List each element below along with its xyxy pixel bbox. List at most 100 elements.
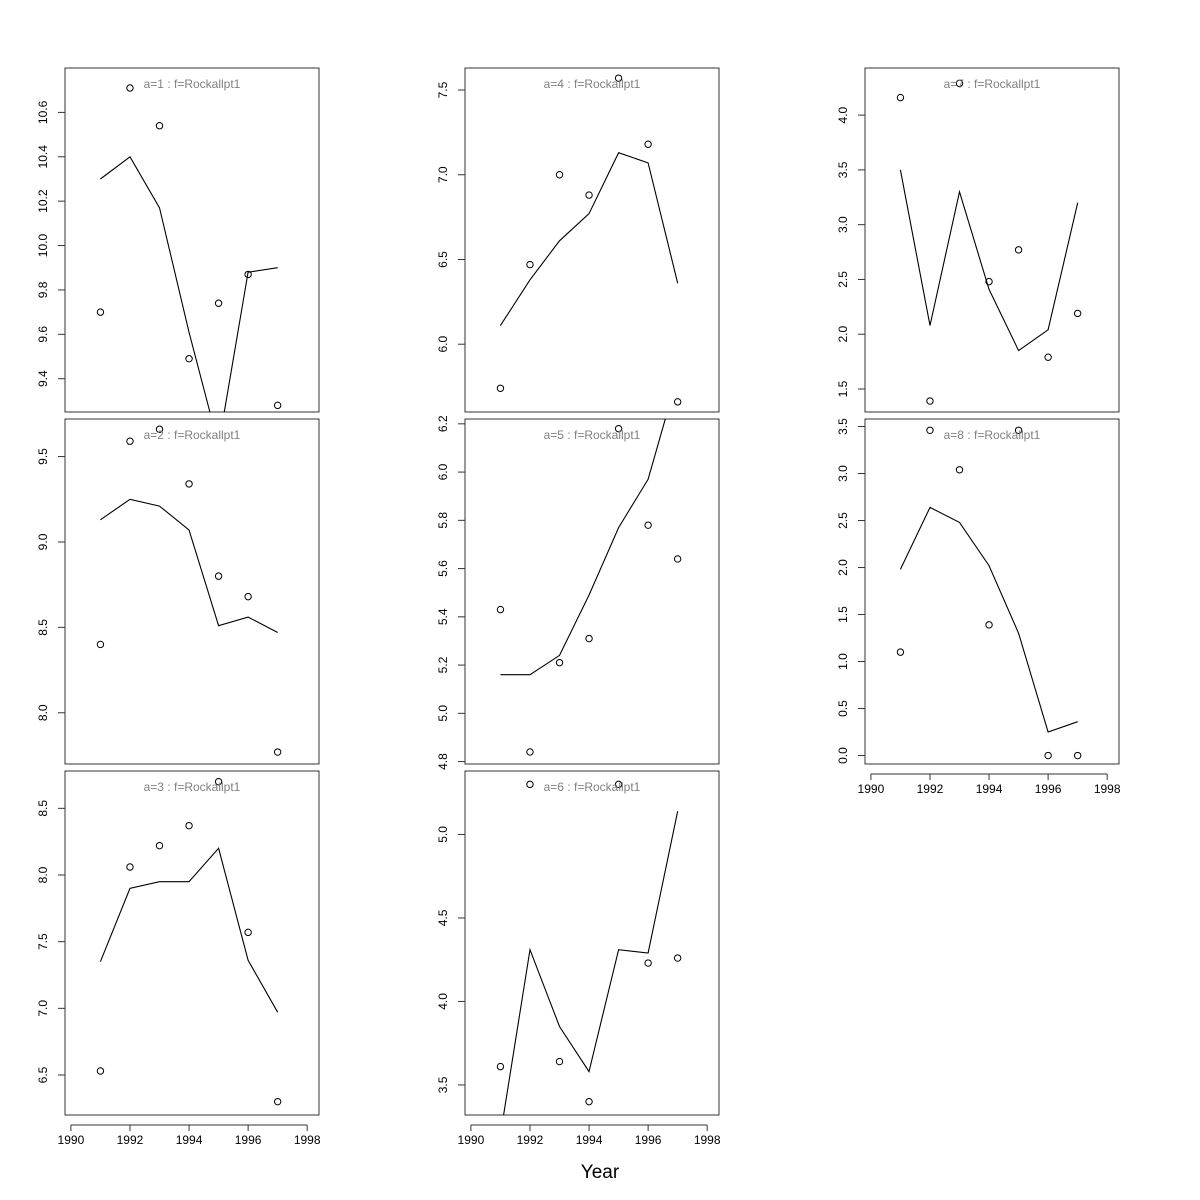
y-tick-label: 5.0 [436, 826, 450, 843]
data-point [585, 191, 593, 199]
y-axis: 4.8 5.0 5.2 5.4 5.6 5.8 6.0 6.2 [436, 415, 465, 770]
y-tick-label: 3.5 [836, 418, 850, 435]
observed-points [496, 74, 682, 406]
fitted-line [100, 155, 278, 412]
data-point [273, 1097, 282, 1106]
y-tick-label: 7.0 [436, 166, 450, 183]
y-tick-label: 4.0 [436, 993, 450, 1010]
data-point [1044, 353, 1052, 361]
data-point [155, 122, 164, 130]
y-tick-label: 9.8 [36, 281, 50, 298]
y-tick-label: 3.0 [836, 465, 850, 482]
data-point [496, 1062, 505, 1071]
y-tick-label: 5.8 [436, 512, 450, 529]
observed-points [896, 426, 1082, 760]
x-tick-label: 1992 [117, 1133, 144, 1147]
x-axis: 1990 1992 1994 1996 1998 [858, 773, 1121, 796]
data-point [244, 928, 252, 937]
data-point [1014, 426, 1023, 434]
y-axis: 1.5 2.0 2.5 3.0 3.5 4.0 [836, 106, 865, 397]
x-tick-label: 1990 [458, 1133, 485, 1147]
y-tick-label: 8.0 [36, 866, 50, 883]
x-tick-label: 1994 [576, 1133, 603, 1147]
observed-points [496, 424, 682, 756]
data-point [614, 780, 623, 789]
y-tick-label: 1.5 [836, 380, 850, 397]
x-tick-label: 1998 [294, 1133, 321, 1147]
panel-frame [64, 418, 320, 765]
y-tick-label: 9.4 [36, 370, 50, 387]
fitted-line [899, 169, 1079, 352]
data-point [585, 1097, 593, 1106]
x-tick-label: 1994 [976, 782, 1003, 796]
x-tick-label: 1992 [517, 1133, 544, 1147]
data-point [555, 658, 564, 667]
panel-title: a=7 : f=Rockallpt1 [944, 77, 1041, 91]
panel-frame [464, 770, 720, 1116]
data-point [496, 384, 505, 392]
data-point [155, 841, 164, 850]
y-tick-label: 10.0 [36, 234, 50, 258]
panel-1: 9.4 9.6 9.8 10.0 10.2 10.4 10.6 a=1 : f=Rockall… [36, 67, 320, 413]
panel-6: 3.5 4.0 4.5 5.0 1990 1992 1994 1996 1998 a=6 : f=… [436, 770, 721, 1147]
y-tick-label: 9.5 [36, 448, 50, 465]
observed-points [896, 79, 1082, 405]
data-point [985, 621, 993, 629]
y-tick-label: 1.5 [836, 606, 850, 623]
y-tick-label: 5.4 [436, 608, 450, 625]
data-point [555, 1057, 564, 1066]
y-axis: 6.5 7.0 7.5 8.0 8.5 [36, 800, 65, 1083]
observed-points [96, 84, 282, 410]
y-tick-label: 10.2 [36, 189, 50, 213]
panel-8: 0.0 0.5 1.0 1.5 2.0 2.5 3.0 3.5 1990 1992 1994 1996… [836, 418, 1121, 796]
y-tick-label: 0.0 [836, 747, 850, 764]
y-tick-label: 6.5 [436, 251, 450, 268]
panel-title: a=5 : f=Rockallpt1 [544, 428, 641, 442]
data-point [526, 780, 534, 789]
y-tick-label: 3.5 [436, 1076, 450, 1093]
data-point [955, 466, 964, 474]
panel-title: a=6 : f=Rockallpt1 [544, 780, 641, 794]
x-axis-label: Year [581, 1162, 620, 1183]
y-axis: 8.0 8.5 9.0 9.5 [36, 448, 65, 721]
panel-title: a=3 : f=Rockallpt1 [144, 780, 241, 794]
fitted-line [899, 506, 1078, 733]
y-axis: 3.5 4.0 4.5 5.0 [436, 826, 465, 1093]
data-point [214, 299, 223, 307]
observed-points [96, 777, 282, 1106]
y-axis: 9.4 9.6 9.8 10.0 10.2 10.4 10.6 [36, 100, 65, 387]
fitted-line [100, 498, 278, 633]
data-point [896, 648, 905, 656]
y-tick-label: 6.0 [436, 463, 450, 480]
x-tick-label: 1990 [858, 782, 885, 796]
fitted-line [503, 810, 679, 1115]
data-point [96, 1067, 105, 1075]
y-tick-label: 5.2 [436, 656, 450, 673]
observed-points [96, 425, 282, 756]
x-tick-label: 1990 [58, 1133, 85, 1147]
panel-2: 8.0 8.5 9.0 9.5 a=2 : f=Rockallpt1 [36, 418, 320, 765]
data-point [96, 640, 105, 649]
x-tick-label: 1998 [1094, 782, 1121, 796]
data-point [673, 954, 682, 962]
y-tick-label: 3.5 [836, 161, 850, 178]
panel-title: a=4 : f=Rockallpt1 [544, 77, 641, 91]
data-point [673, 555, 682, 563]
panel-frame [464, 418, 720, 765]
panel-frame [864, 418, 1120, 765]
x-tick-label: 1996 [1035, 782, 1062, 796]
data-point [273, 748, 282, 756]
y-tick-label: 7.0 [36, 1000, 50, 1017]
panel-5: 4.8 5.0 5.2 5.4 5.6 5.8 6.0 6.2 a=5 : f=Rockallp… [436, 415, 720, 770]
y-tick-label: 8.5 [36, 800, 50, 817]
x-tick-label: 1998 [694, 1133, 721, 1147]
y-tick-label: 2.5 [836, 271, 850, 288]
panel-4: 6.0 6.5 7.0 7.5 a=4 : f=Rockallpt1 [436, 67, 720, 413]
data-point [644, 959, 652, 967]
data-point [526, 748, 534, 756]
y-tick-label: 7.5 [36, 933, 50, 950]
panel-frame [464, 67, 720, 413]
y-tick-label: 8.0 [36, 704, 50, 721]
panel-title: a=8 : f=Rockallpt1 [944, 428, 1041, 442]
y-tick-label: 6.0 [436, 336, 450, 353]
